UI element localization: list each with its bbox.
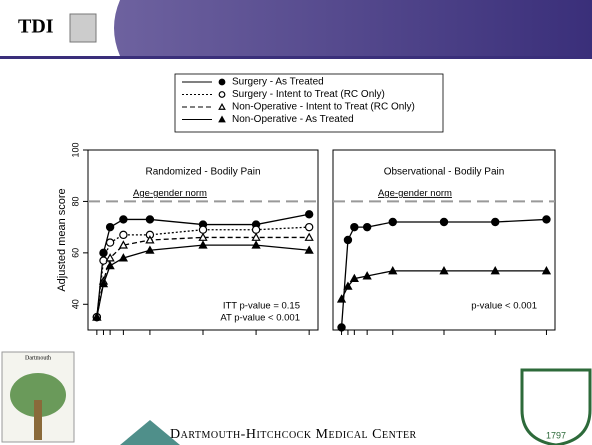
y-tick-label: 100	[70, 142, 80, 157]
dhmc-mark	[120, 420, 180, 445]
seal-year: 1797	[546, 430, 566, 440]
series-line	[96, 213, 310, 318]
annotation: ITT p-value = 0.15	[223, 301, 300, 312]
legend-marker	[218, 115, 226, 123]
legend-marker	[218, 102, 226, 110]
legend-entry: Non-Operative - Intent to Treat (RC Only…	[232, 102, 415, 113]
marker	[350, 222, 359, 232]
series-line	[96, 244, 310, 318]
marker	[490, 266, 500, 275]
marker	[198, 225, 208, 234]
marker	[119, 230, 128, 240]
y-tick-label: 40	[70, 299, 80, 309]
marker	[343, 235, 353, 245]
marker	[119, 215, 128, 224]
crest	[69, 13, 97, 43]
marker	[337, 323, 346, 332]
y-tick-label: 80	[70, 196, 80, 206]
reference-label: Age-gender norm	[378, 188, 452, 199]
marker	[198, 240, 208, 249]
marker	[349, 273, 359, 283]
marker	[145, 245, 155, 254]
tree-logo	[1, 351, 75, 443]
marker	[98, 278, 109, 288]
header-rule	[0, 56, 592, 59]
legend-entry: Non-Operative - As Treated	[232, 114, 354, 125]
annotation: p-value < 0.001	[471, 301, 537, 312]
marker	[491, 217, 500, 227]
marker	[304, 210, 314, 219]
marker	[336, 294, 347, 303]
legend-marker	[218, 91, 226, 98]
y-axis-label: Adjusted mean score	[56, 188, 68, 291]
marker	[304, 232, 314, 241]
marker	[388, 217, 397, 227]
institution: Dartmouth-Hitchcock Medical Center	[170, 427, 417, 442]
legend-entry: Surgery - As Treated	[232, 77, 324, 88]
marker	[439, 266, 449, 275]
marker	[118, 240, 129, 249]
plot-title: Randomized - Bodily Pain	[145, 167, 260, 178]
marker	[304, 245, 314, 254]
marker	[145, 235, 155, 244]
marker	[541, 266, 552, 275]
marker	[343, 281, 353, 290]
marker	[388, 266, 398, 275]
marker	[118, 253, 129, 262]
marker	[362, 222, 372, 232]
marker	[92, 312, 102, 321]
marker	[145, 215, 155, 224]
marker	[105, 238, 115, 247]
series-line	[340, 270, 547, 300]
marker	[251, 240, 261, 249]
marker	[362, 271, 372, 280]
legend-entry: Surgery - Intent to Treat (RC Only)	[232, 89, 385, 100]
series-line	[96, 236, 310, 318]
marker	[439, 217, 449, 227]
annotation: AT p-value < 0.001	[220, 313, 300, 324]
marker	[542, 215, 551, 224]
marker	[105, 260, 115, 270]
marker	[304, 222, 314, 232]
marker	[105, 222, 115, 232]
logo-text: TDI	[18, 16, 54, 38]
plot-title: Observational - Bodily Pain	[384, 167, 505, 178]
legend-marker	[218, 78, 226, 86]
tree-label: Dartmouth	[25, 355, 51, 361]
marker	[251, 225, 261, 234]
y-tick-label: 60	[70, 248, 80, 258]
reference-label: Age-gender norm	[133, 188, 207, 199]
